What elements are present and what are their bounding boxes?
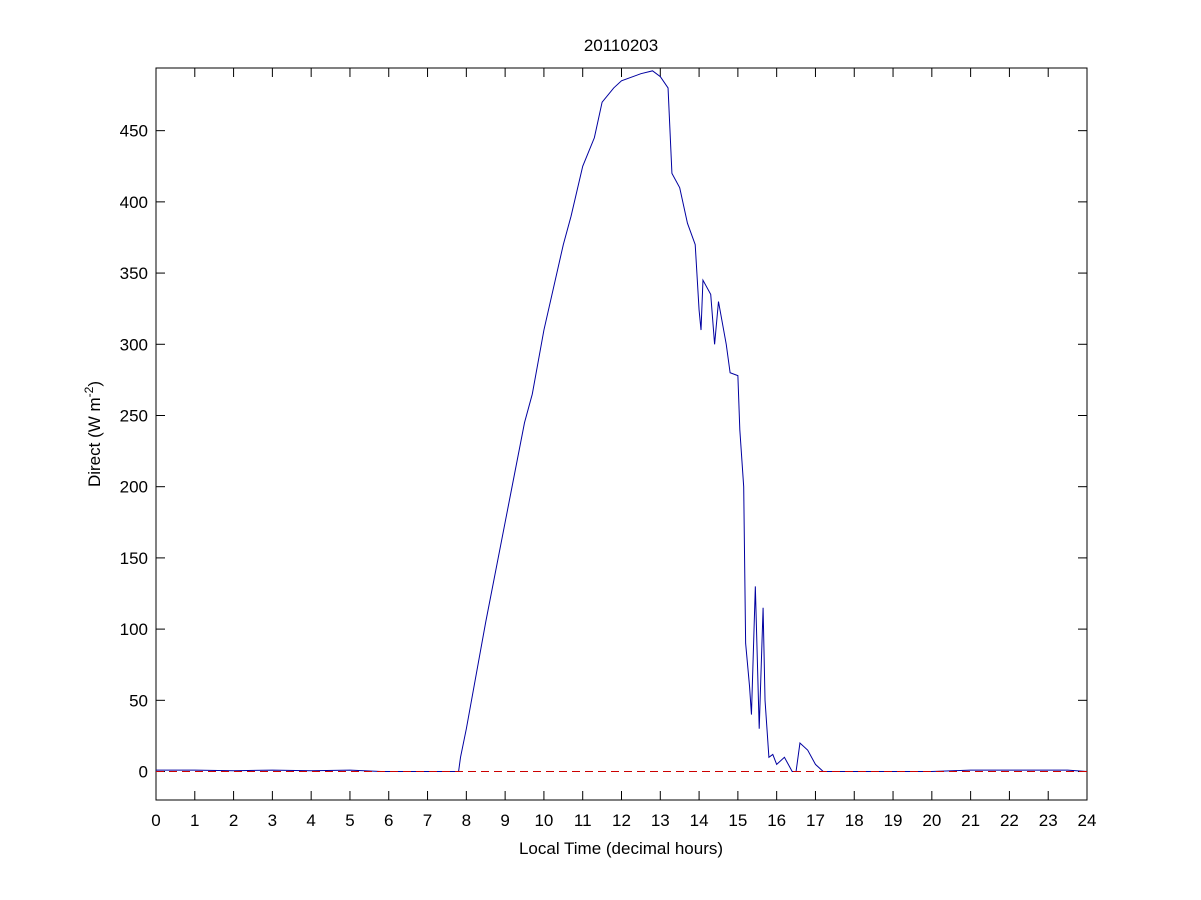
y-tick-label: 100 [120,620,148,639]
x-tick-label: 24 [1078,811,1097,830]
y-axis-label-sup: -2 [82,386,96,397]
y-tick-label: 350 [120,264,148,283]
y-tick-label: 300 [120,335,148,354]
x-tick-label: 4 [306,811,315,830]
x-tick-label: 8 [462,811,471,830]
x-tick-label: 12 [612,811,631,830]
x-tick-label: 9 [500,811,509,830]
x-tick-label: 6 [384,811,393,830]
data-line [156,70,1088,773]
x-tick-label: 5 [345,811,354,830]
x-tick-label: 13 [651,811,670,830]
x-tick-label: 10 [534,811,553,830]
y-tick-label: 0 [139,763,148,782]
x-tick-label: 3 [268,811,277,830]
x-tick-label: 17 [806,811,825,830]
x-tick-label: 0 [151,811,160,830]
y-axis-label-text: Direct (W m [85,397,104,487]
x-tick-label: 2 [229,811,238,830]
x-tick-label: 19 [884,811,903,830]
axes-box [155,67,1088,801]
y-axis-label: Direct (W m-2) [82,381,104,487]
y-tick-label: 250 [120,406,148,425]
x-tick-label: 15 [728,811,747,830]
x-tick-label: 1 [190,811,199,830]
y-tick-label: 50 [129,691,148,710]
x-tick-label: 14 [690,811,709,830]
x-tick-label: 21 [961,811,980,830]
y-tick-label: 200 [120,478,148,497]
x-tick-label: 20 [922,811,941,830]
chart-title: 20110203 [584,36,658,55]
y-tick-label: 400 [120,193,148,212]
y-tick-label: 150 [120,549,148,568]
x-tick-label: 22 [1000,811,1019,830]
x-tick-label: 23 [1039,811,1058,830]
y-tick-label: 450 [120,122,148,141]
x-tick-label: 7 [423,811,432,830]
x-tick-label: 18 [845,811,864,830]
y-axis-label-suffix: ) [85,381,104,387]
x-tick-label: 11 [574,811,592,830]
x-tick-label: 16 [767,811,786,830]
x-axis-label: Local Time (decimal hours) [519,839,723,858]
